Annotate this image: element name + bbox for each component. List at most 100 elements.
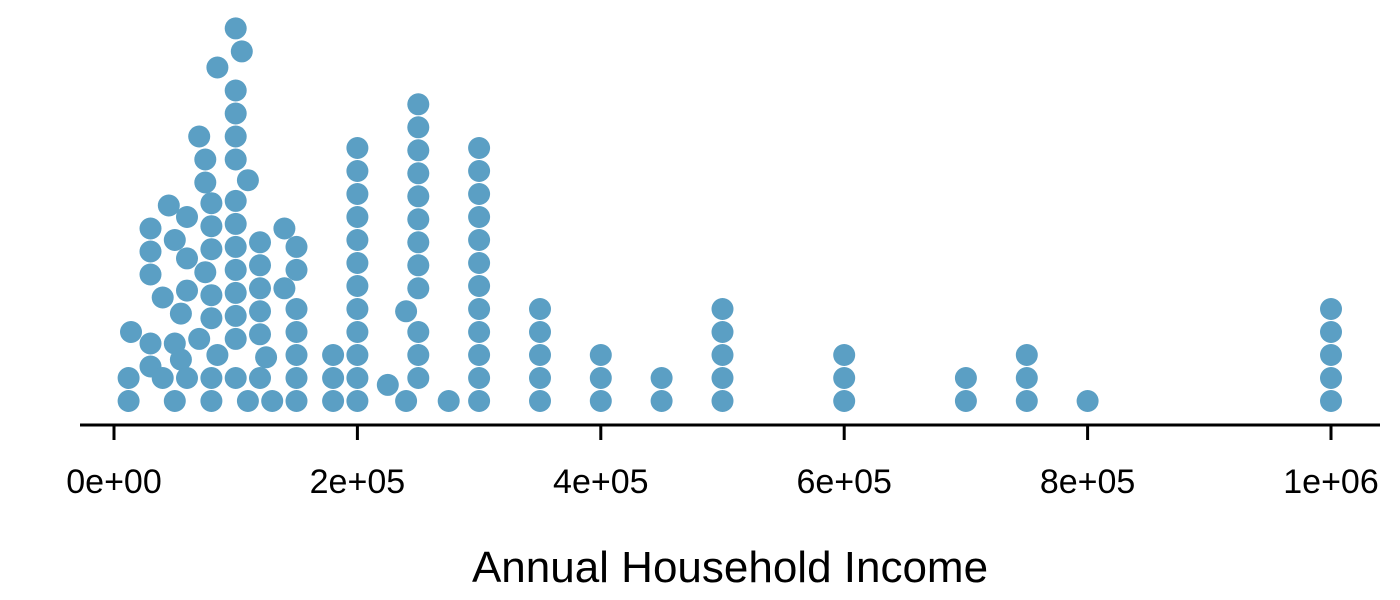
data-point [200, 367, 223, 389]
data-point [407, 185, 430, 208]
data-point [407, 321, 430, 343]
data-point [711, 321, 734, 343]
data-point [407, 277, 430, 300]
data-point [589, 367, 612, 389]
data-point [200, 215, 223, 238]
data-point [468, 321, 491, 343]
data-point [346, 252, 369, 274]
data-point [529, 298, 551, 320]
data-point [589, 390, 612, 412]
data-point [711, 298, 734, 320]
data-point [261, 390, 284, 412]
data-point [437, 390, 460, 412]
data-point [1015, 344, 1038, 366]
data-point [176, 247, 198, 270]
data-point [206, 56, 229, 79]
data-point [711, 390, 734, 412]
data-point [376, 373, 399, 396]
data-point [346, 183, 369, 205]
data-point [468, 229, 491, 251]
data-point [163, 229, 186, 251]
data-point [529, 367, 551, 389]
x-tick-label: 0e+00 [66, 463, 162, 501]
data-point [407, 116, 430, 139]
data-point [529, 321, 551, 343]
data-point [407, 162, 430, 185]
data-point [224, 148, 247, 171]
data-point [188, 327, 211, 350]
data-point [1320, 367, 1342, 389]
data-point [200, 238, 223, 261]
data-point [224, 79, 247, 102]
data-point [529, 344, 551, 366]
data-point [529, 390, 551, 412]
data-point [169, 348, 192, 371]
data-point [650, 390, 673, 412]
data-point [249, 231, 271, 254]
data-point [285, 321, 308, 343]
data-point [224, 212, 247, 235]
data-point [468, 344, 491, 366]
data-point [224, 281, 247, 304]
data-point [833, 367, 856, 389]
data-point [139, 263, 162, 286]
data-point [151, 286, 174, 309]
x-axis-title: Annual Household Income [472, 543, 988, 592]
data-point [176, 279, 198, 302]
data-point [230, 40, 253, 63]
data-point [346, 390, 369, 412]
data-point [711, 344, 734, 366]
data-points [117, 17, 1342, 412]
data-point [954, 367, 977, 389]
data-point [407, 93, 430, 116]
data-point [249, 300, 271, 323]
data-point [285, 298, 308, 320]
x-tick-label: 6e+05 [796, 463, 892, 501]
data-point [249, 254, 271, 277]
data-point [833, 344, 856, 366]
data-point [117, 367, 140, 389]
data-point [224, 189, 247, 212]
data-point [224, 367, 247, 389]
data-point [224, 258, 247, 281]
data-point [224, 17, 247, 40]
data-point [200, 192, 223, 215]
data-point [322, 367, 345, 389]
data-point [395, 390, 418, 412]
data-point [169, 302, 192, 325]
data-point [407, 139, 430, 162]
data-point [194, 261, 217, 284]
data-point [468, 275, 491, 297]
data-point [468, 183, 491, 205]
data-point [200, 284, 223, 307]
data-point [954, 390, 977, 412]
data-point [650, 367, 673, 389]
data-point [1015, 390, 1038, 412]
data-point [346, 206, 369, 228]
data-point [1076, 390, 1099, 412]
x-tick-label: 1e+06 [1283, 463, 1379, 501]
data-point [224, 125, 247, 148]
data-point [285, 367, 308, 389]
data-point [194, 148, 217, 171]
data-point [117, 390, 140, 412]
data-point [322, 344, 345, 366]
data-point [322, 390, 345, 412]
data-point [285, 390, 308, 412]
x-tick-label: 4e+05 [553, 463, 649, 501]
data-point [200, 307, 223, 330]
data-point [833, 390, 856, 412]
data-point [224, 102, 247, 125]
data-point [176, 206, 198, 228]
data-point [346, 367, 369, 389]
data-point [407, 344, 430, 366]
data-point [139, 217, 162, 240]
data-point [224, 235, 247, 258]
data-point [224, 304, 247, 327]
data-point [176, 367, 198, 389]
data-point [194, 171, 217, 194]
data-point [407, 254, 430, 277]
data-point [395, 300, 418, 323]
data-point [120, 321, 142, 343]
